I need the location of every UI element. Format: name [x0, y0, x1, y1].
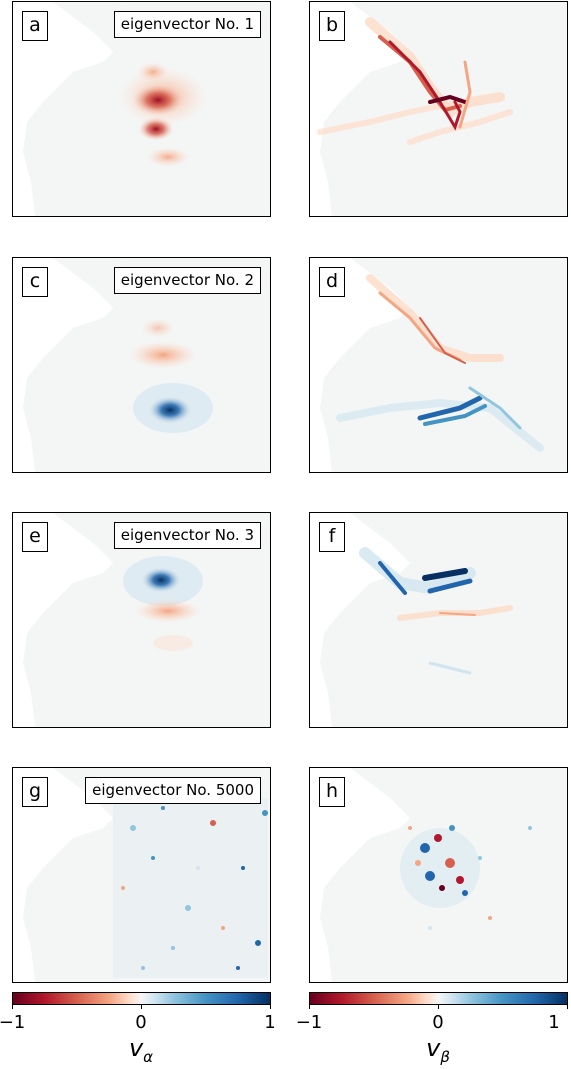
tick-mark — [141, 1004, 142, 1009]
noise-blobs — [400, 825, 532, 930]
panel-letter: f — [319, 522, 345, 552]
panel-letter: h — [319, 777, 345, 807]
land-mask — [13, 513, 113, 727]
panel-title: eigenvector No. 3 — [113, 522, 261, 549]
panel-d: d — [309, 257, 568, 473]
panel-letter: g — [22, 777, 48, 807]
colorbar-tick-label: −1 — [295, 1012, 323, 1033]
panel-title: eigenvector No. 5000 — [85, 777, 261, 804]
colorbar-label: vβ — [426, 1034, 450, 1066]
tick-mark — [270, 1004, 271, 1009]
colorbar-tick-label: 0 — [432, 1012, 444, 1033]
panel-b: b — [309, 1, 568, 217]
tick-mark — [438, 1004, 439, 1009]
panel-h: h — [309, 767, 568, 983]
heatmap-f — [310, 513, 513, 727]
panel-title: eigenvector No. 2 — [113, 267, 261, 294]
land-mask — [13, 768, 113, 982]
tick-mark — [309, 1004, 310, 1009]
panel-letter: b — [319, 11, 345, 41]
panel-letter: a — [22, 11, 48, 41]
heatmap-e — [13, 513, 203, 727]
colorbar-label: vα — [128, 1034, 154, 1066]
panel-title: eigenvector No. 1 — [113, 11, 261, 38]
panel-c: c eigenvector No. 2 — [12, 257, 271, 473]
panel-f: f — [309, 512, 568, 728]
panel-letter: c — [22, 267, 48, 297]
heatmap-b — [310, 2, 513, 216]
heatmap-c — [13, 258, 213, 472]
heatmap-h — [310, 768, 532, 982]
tick-mark — [12, 1004, 13, 1009]
panel-letter: d — [319, 267, 345, 297]
heatmap-a — [13, 2, 208, 216]
colorbar-tick-label: 0 — [135, 1012, 147, 1033]
colorbar-tick-label: 1 — [264, 1012, 276, 1033]
panel-letter: e — [22, 522, 48, 552]
land-mask — [310, 258, 410, 472]
panel-a: a eigenvector No. 1 — [12, 1, 271, 217]
land-mask — [310, 768, 410, 982]
heatmap-g — [13, 768, 268, 982]
colorbar-tick-label: 1 — [548, 1012, 560, 1033]
colorbar-tick-label: −1 — [0, 1012, 26, 1033]
land-mask — [13, 258, 113, 472]
noise-blobs — [121, 806, 268, 970]
land-mask — [310, 2, 410, 216]
panel-g: g eigenvector No. 5000 — [12, 767, 271, 983]
panel-e: e eigenvector No. 3 — [12, 512, 271, 728]
land-mask — [13, 2, 113, 216]
heatmap-d — [310, 258, 544, 472]
tick-mark — [567, 1004, 568, 1009]
